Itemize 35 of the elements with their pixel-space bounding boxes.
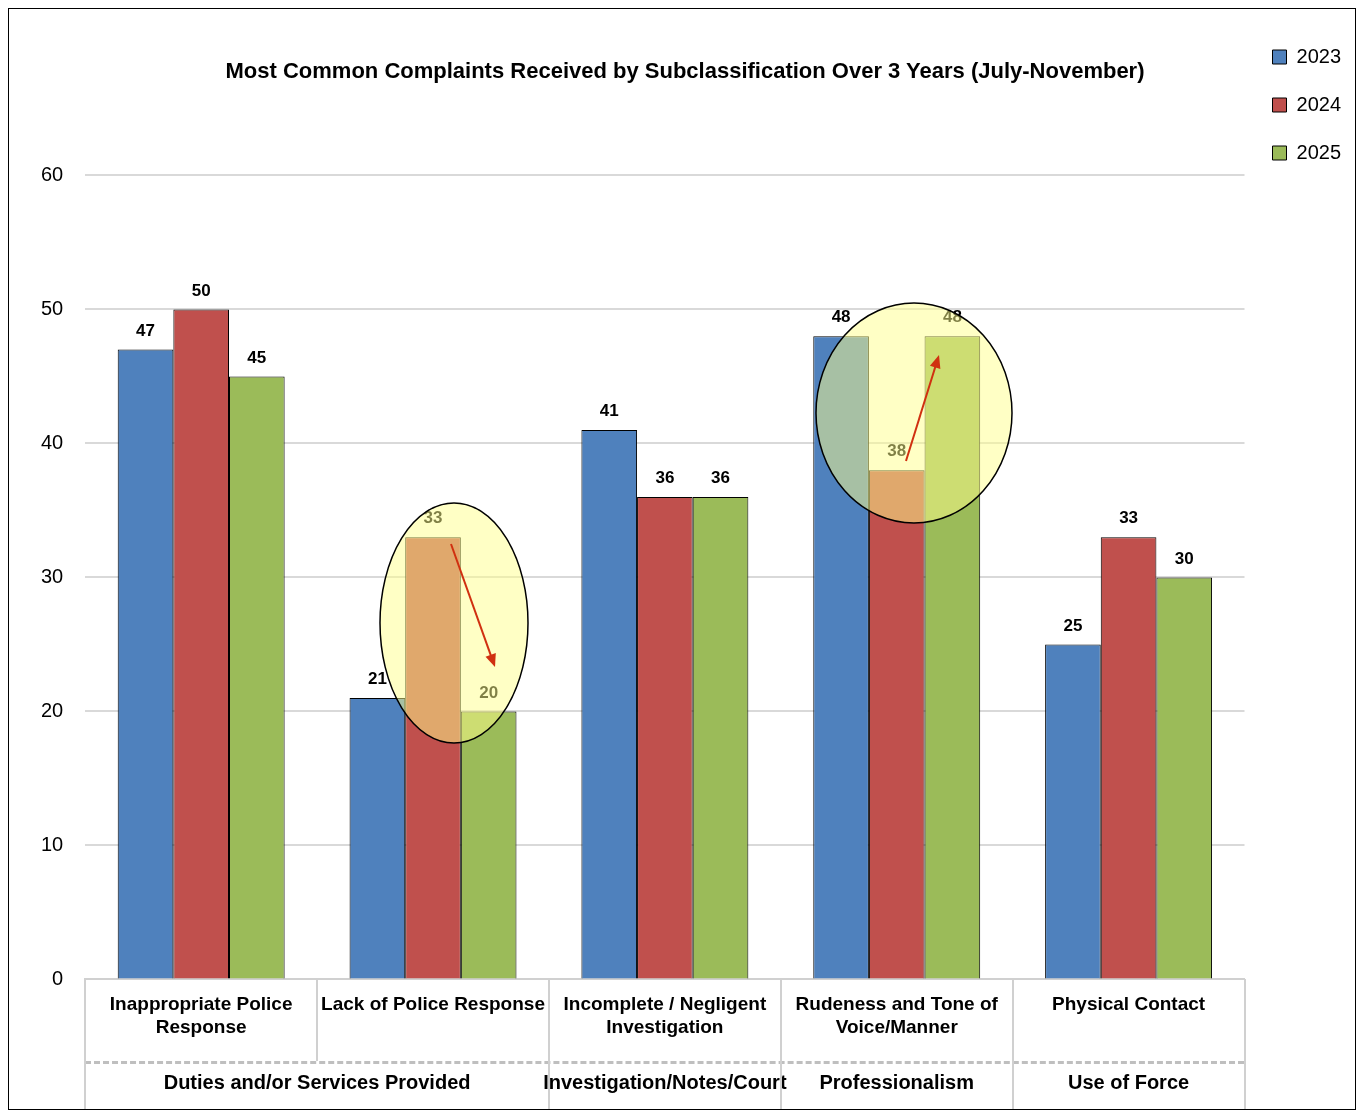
y-tick-label: 10 [41,832,64,855]
data-label: 48 [942,307,962,327]
data-label: 50 [191,280,211,300]
data-label: 33 [1119,508,1139,528]
y-tick-label: 40 [41,430,64,453]
data-label: 38 [887,441,907,461]
text: Professionalism [819,1070,974,1093]
x-tick-label: Incomplete / Negligent Investigation [563,993,767,1037]
y-tick-label: 60 [41,162,64,185]
legend-label: 2025 [1296,140,1342,163]
data-label: 30 [1174,548,1194,568]
x-tick-label: Lack of Police Response [321,993,545,1015]
x-tick-label: Inappropriate Police Response [109,993,293,1037]
data-label: 25 [1063,615,1083,635]
data-label: 36 [711,468,730,488]
data-label: 41 [599,401,619,421]
y-tick-label: 20 [41,698,64,721]
data-label: 33 [423,508,443,528]
data-label: 45 [247,347,267,367]
chart-title: Most Common Complaints Received by Subclassification Over 3 Years (July-November) [225,58,1145,84]
y-tick-label: 30 [41,564,64,587]
text: Use of Force [1068,1070,1190,1093]
data-label: 48 [831,307,851,327]
x-tick-label: Rudeness and Tone of Voice/Manner [795,993,999,1037]
data-label: 21 [367,669,387,689]
data-label: 20 [479,682,499,702]
y-tick-label: 50 [41,296,64,319]
legend-label: 2023 [1296,44,1342,67]
data-label: 36 [655,468,675,488]
text: Investigation/Notes/Court [543,1070,787,1093]
x-tick-label: Physical Contact [1052,993,1206,1015]
legend-label: 2024 [1296,92,1342,115]
text: Duties and/or Services Provided [163,1070,471,1093]
data-label: 47 [136,320,155,340]
y-tick-label: 0 [52,966,64,989]
